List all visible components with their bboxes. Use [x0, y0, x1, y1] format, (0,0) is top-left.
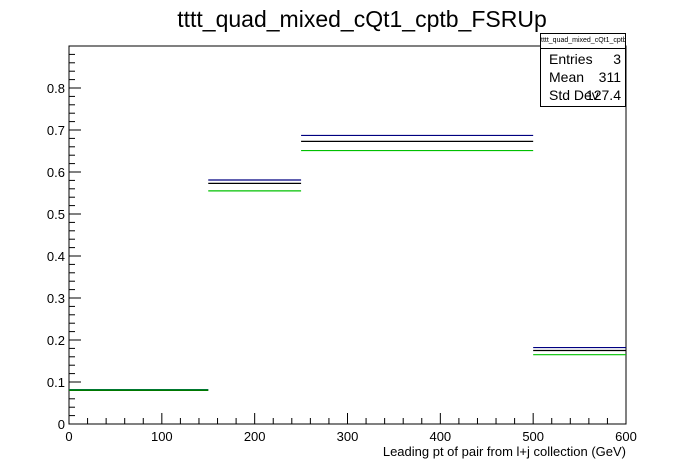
y-tick-label: 0.4	[47, 249, 65, 264]
stats-stddev-value: 127.4	[585, 87, 621, 103]
stats-entries-label: Entries	[549, 51, 593, 67]
x-tick-label: 600	[615, 429, 637, 444]
y-tick-label: 0.3	[47, 291, 65, 306]
stats-box: tttt_quad_mixed_cQt1_cptb_FSRUp Entries …	[540, 33, 626, 107]
x-axis-label: Leading pt of pair from l+j collection (…	[383, 444, 626, 459]
x-tick-label: 100	[151, 429, 173, 444]
stats-stddev-row: Std Dev 127.4	[549, 86, 621, 104]
y-tick-label: 0.1	[47, 375, 65, 390]
histogram-series	[69, 134, 626, 391]
stats-entries-value: 3	[613, 51, 621, 67]
chart-title: tttt_quad_mixed_cQt1_cptb_FSRUp	[177, 6, 546, 32]
stats-entries-row: Entries 3	[549, 50, 621, 68]
x-tick-label: 0	[65, 429, 72, 444]
y-tick-label: 0.6	[47, 165, 65, 180]
stats-mean-row: Mean 311	[549, 68, 621, 86]
y-tick-label: 0.5	[47, 207, 65, 222]
stats-stddev-label: Std Dev	[549, 87, 599, 103]
x-tick-label: 300	[337, 429, 359, 444]
x-tick-label: 400	[429, 429, 451, 444]
y-tick-label: 0	[58, 417, 65, 432]
y-tick-label: 0.8	[47, 81, 65, 96]
x-tick-label: 200	[244, 429, 266, 444]
stats-title: tttt_quad_mixed_cQt1_cptb_FSRUp	[541, 34, 625, 49]
y-tick-label: 0.2	[47, 333, 65, 348]
stats-mean-value: 311	[598, 69, 621, 85]
y-axis: 0 0.1 0.2 0.3 0.4 0.5 0.6 0.7 0.8	[47, 53, 81, 432]
x-axis: 0 100 200 300 400 500 600	[65, 413, 637, 444]
stats-mean-label: Mean	[549, 69, 585, 85]
y-tick-label: 0.7	[47, 123, 65, 138]
x-tick-label: 500	[522, 429, 544, 444]
